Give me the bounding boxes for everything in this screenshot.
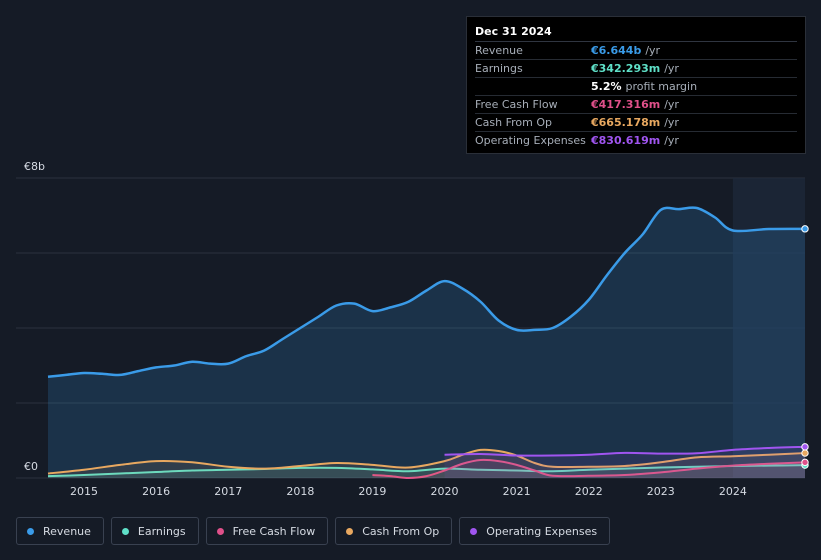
x-tick-label: 2024 xyxy=(719,485,747,498)
x-tick-label: 2015 xyxy=(70,485,98,498)
gridlines xyxy=(16,177,805,479)
chart: €8b €0 2015 2016 2017 2018 2019 2020 2021 2022 2… xyxy=(16,160,809,498)
legend-label: Revenue xyxy=(43,524,91,538)
legend-dot-icon xyxy=(121,527,129,535)
legend-dot-icon xyxy=(346,527,354,535)
x-tick-label: 2019 xyxy=(358,485,386,498)
tooltip-row: Earnings €342.293m/yr xyxy=(475,60,797,78)
x-tick-label: 2016 xyxy=(142,485,170,498)
x-tick-label: 2018 xyxy=(286,485,314,498)
legend: Revenue Earnings Free Cash Flow Cash From O… xyxy=(16,517,611,545)
tooltip-row-label: Earnings xyxy=(475,62,523,75)
free-cash-flow-area xyxy=(372,459,805,478)
legend-label: Earnings xyxy=(137,524,186,538)
tooltip-date: Dec 31 2024 xyxy=(475,23,797,42)
revenue-line xyxy=(47,206,806,378)
legend-item-operating-expenses[interactable]: Operating Expenses xyxy=(459,517,611,545)
end-markers xyxy=(801,225,809,469)
cash-from-op-end-point xyxy=(801,449,809,457)
tooltip-row-label: Operating Expenses xyxy=(475,134,586,147)
x-tick-label: 2023 xyxy=(647,485,675,498)
legend-label: Cash From Op xyxy=(362,524,440,538)
legend-dot-icon xyxy=(27,527,34,535)
legend-dot-icon xyxy=(216,527,224,535)
revenue-area xyxy=(48,207,805,478)
tooltip-row-value: €6.644b xyxy=(591,44,642,57)
tooltip-row-value: €417.316m xyxy=(591,98,661,111)
tooltip-row-label xyxy=(475,78,591,95)
tooltip-row-label: Cash From Op xyxy=(475,116,553,129)
tooltip-row: Operating Expenses €830.619m/yr xyxy=(475,132,797,149)
revenue-end-point xyxy=(801,225,809,233)
legend-item-earnings[interactable]: Earnings xyxy=(110,517,199,545)
legend-label: Operating Expenses xyxy=(486,524,598,538)
operating-expenses-area xyxy=(444,446,805,478)
tooltip-row: Revenue €6.644b/yr xyxy=(475,42,797,60)
tooltip-row-value: 5.2% xyxy=(591,80,622,93)
tooltip-row: Cash From Op €665.178m/yr xyxy=(475,114,797,132)
tooltip-row-unit: /yr xyxy=(664,62,679,75)
y-axis-bottom-label: €0 xyxy=(24,460,38,473)
tooltip-row-unit: /yr xyxy=(664,116,679,129)
legend-dot-icon xyxy=(470,527,478,535)
tooltip-row-label: Revenue xyxy=(475,44,523,57)
legend-item-revenue[interactable]: Revenue xyxy=(16,517,104,545)
legend-item-cash-from-op[interactable]: Cash From Op xyxy=(335,517,453,545)
x-tick-label: 2017 xyxy=(214,485,242,498)
x-tick-label: 2020 xyxy=(431,485,459,498)
x-tick-label: 2021 xyxy=(503,485,531,498)
free-cash-flow-end-point xyxy=(801,458,809,467)
operating-expenses-line xyxy=(444,445,806,457)
tooltip-row-label: Free Cash Flow xyxy=(475,98,558,111)
tooltip-row-value: €665.178m xyxy=(591,116,661,129)
tooltip-row-unit: /yr xyxy=(645,44,661,57)
tooltip-row-value: €830.619m xyxy=(591,134,661,147)
tooltip-row-unit: /yr xyxy=(664,98,679,111)
free-cash-flow-line xyxy=(372,458,806,480)
operating-expenses-end-point xyxy=(801,443,809,451)
y-axis-top-label: €8b xyxy=(24,160,45,173)
tooltip-rows: Revenue €6.644b/yr Earnings €342.293m/yr 5.2… xyxy=(475,42,797,149)
tooltip-row: Free Cash Flow €417.316m/yr xyxy=(475,96,797,114)
series-layer xyxy=(47,206,806,480)
tooltip-row-unit: profit margin xyxy=(625,80,698,93)
tooltip-row-unit: /yr xyxy=(664,134,679,147)
cash-from-op-area xyxy=(48,449,805,478)
tooltip-row-value: €342.293m xyxy=(591,62,661,75)
tooltip-panel: Dec 31 2024 Revenue €6.644b/yr Earnings €34… xyxy=(466,16,806,154)
legend-label: Free Cash Flow xyxy=(232,524,316,538)
earnings-line xyxy=(47,464,806,478)
legend-item-free-cash-flow[interactable]: Free Cash Flow xyxy=(205,517,329,545)
x-axis-ticks: 2015 2016 2017 2018 2019 2020 2021 2022 2023 2024 xyxy=(70,485,747,498)
tooltip-row: 5.2% profit margin xyxy=(475,78,797,96)
x-tick-label: 2022 xyxy=(575,485,603,498)
